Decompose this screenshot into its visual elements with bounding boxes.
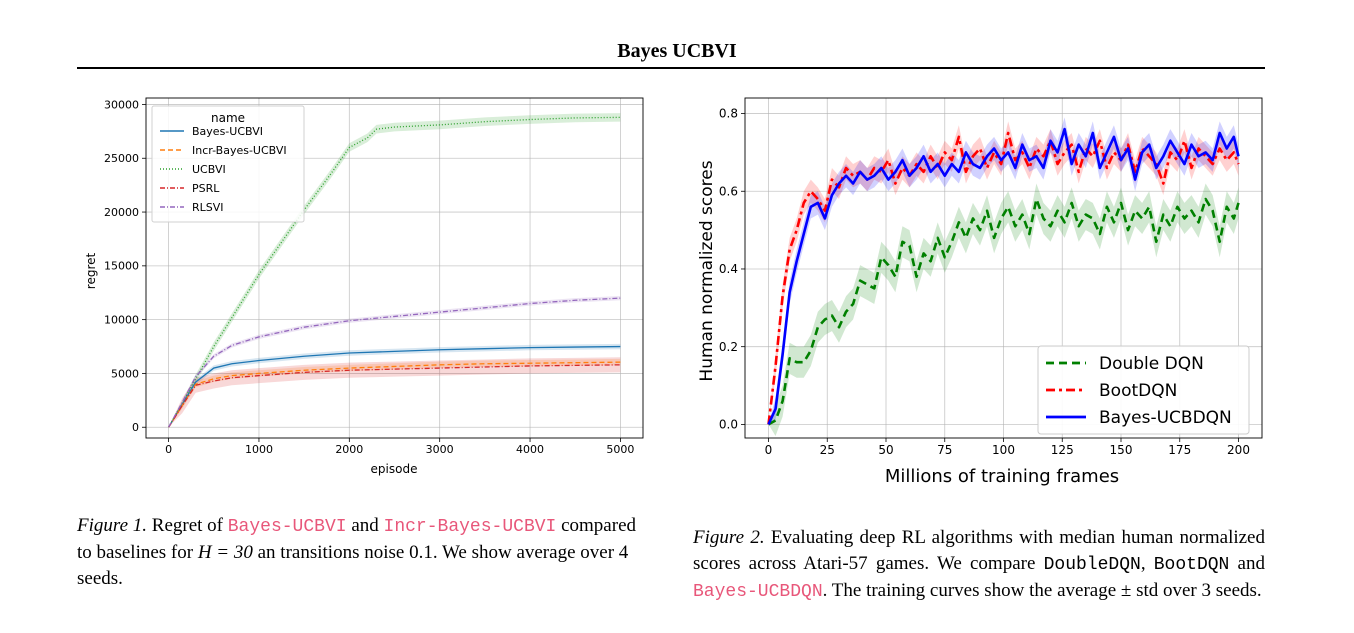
- fig1-caption-text: . We show average over: [432, 542, 619, 563]
- fig2-caption-code: BootDQN: [1153, 555, 1230, 575]
- y-tick-label: 0: [132, 421, 139, 434]
- fig1-caption-text: seeds.: [77, 568, 123, 589]
- figure-1-caption: Figure 1. Regret of Bayes-UCBVI and Incr…: [77, 513, 655, 592]
- fig1-ylabel: regret: [84, 252, 98, 289]
- figure-2-caption: Figure 2. Evaluating deep RL algorithms …: [693, 525, 1265, 605]
- fig2-legend-label: Double DQN: [1099, 354, 1204, 374]
- x-tick-label: 1000: [245, 443, 273, 456]
- x-tick-label: 100: [992, 443, 1015, 457]
- fig1-caption-code: Incr-Bayes-UCBVI: [383, 517, 557, 537]
- fig1-legend-box: [151, 105, 305, 223]
- x-tick-label: 0: [765, 443, 773, 457]
- fig2-caption-code: Bayes-UCBDQN: [693, 582, 823, 602]
- header-rule: [77, 67, 1265, 69]
- y-tick-label: 25000: [104, 152, 139, 165]
- fig1-legend-label: Incr-Bayes-UCBVI: [192, 144, 287, 157]
- fig2-legend-label: Bayes-UCBDQN: [1099, 408, 1232, 428]
- fig2-ylabel: Human normalized scores: [697, 160, 717, 381]
- fig1-legend-label: UCBVI: [192, 163, 226, 176]
- y-tick-label: 15000: [104, 260, 139, 273]
- y-tick-label: 5000: [111, 367, 139, 380]
- fig1-legend-title: name: [211, 111, 245, 125]
- series-line: [767, 131, 1240, 425]
- x-tick-label: 200: [1227, 443, 1250, 457]
- y-tick-label: 10000: [104, 313, 139, 326]
- x-tick-label: 125: [1051, 443, 1074, 457]
- plot-frame: [145, 97, 644, 439]
- fig1-xlabel: episode: [371, 462, 418, 476]
- fig1-caption-math: H = 30: [197, 542, 253, 563]
- series-line: [767, 197, 1240, 426]
- series-line: [168, 364, 621, 428]
- fig1-caption-code: Bayes-UCBVI: [227, 517, 347, 537]
- series-line: [168, 361, 621, 428]
- fig2-plot: 0 25 50 75 100 125 150 175 200 0.0 0.2 0.4 0.6 0.8: [719, 97, 1263, 457]
- fig1-caption-text: Regret of: [147, 515, 228, 536]
- series-band: [768, 183, 1239, 437]
- series-band: [168, 113, 621, 428]
- x-tick-label: 150: [1110, 443, 1133, 457]
- fig1-legend-label: Bayes-UCBVI: [192, 125, 263, 138]
- fig2-caption-text: ,: [1140, 553, 1154, 574]
- fig1-caption-text: and: [346, 515, 384, 536]
- fig2-legend-box: [1037, 345, 1250, 435]
- x-tick-label: 25: [820, 443, 835, 457]
- fig2-caption-text: and: [1229, 553, 1265, 574]
- series-band: [168, 357, 621, 428]
- series-line: [168, 345, 621, 428]
- y-tick-label: 0.8: [719, 107, 738, 121]
- y-tick-label: 30000: [104, 98, 139, 111]
- series-line: [767, 127, 1240, 425]
- fig2-caption-lead: Figure 2.: [693, 527, 765, 548]
- x-tick-label: 0: [165, 443, 172, 456]
- series-line: [168, 297, 621, 428]
- x-tick-label: 3000: [426, 443, 454, 456]
- fig2-legend: Double DQN BootDQN Bayes-UCBDQN: [1037, 345, 1250, 435]
- fig1-legend: Bayes-UCBVI Incr-Bayes-UCBVI UCBVI PSRL RLSV…: [151, 105, 305, 223]
- fig1-legend-label: PSRL: [192, 182, 220, 195]
- fig1-caption-math: 4: [618, 542, 629, 563]
- y-tick-label: 20000: [104, 206, 139, 219]
- x-tick-label: 5000: [606, 443, 634, 456]
- x-tick-label: 50: [878, 443, 893, 457]
- x-tick-label: 4000: [516, 443, 544, 456]
- fig1-caption-text: compared to baselines for: [77, 515, 636, 563]
- fig1-caption-math: 0.1: [409, 542, 433, 563]
- x-tick-label: 75: [937, 443, 952, 457]
- page-header-title: Bayes UCBVI: [617, 40, 737, 62]
- fig1-caption-text: an transitions noise: [252, 542, 410, 563]
- x-tick-label: 2000: [335, 443, 363, 456]
- fig2-caption-text: Evaluating deep RL algorithms with media…: [693, 527, 1265, 574]
- series-line: [168, 116, 621, 428]
- fig2-caption-text: . The training curves show the average ±…: [822, 580, 1262, 601]
- y-tick-label: 0.6: [719, 184, 738, 198]
- fig2-xlabel: Millions of training frames: [885, 466, 1119, 487]
- fig1-caption-lead: Figure 1.: [77, 515, 148, 536]
- fig1-legend-label: RLSVI: [192, 201, 224, 214]
- y-tick-label: 0.0: [719, 418, 738, 432]
- fig2-caption-code: DoubleDQN: [1043, 555, 1141, 575]
- y-tick-label: 0.4: [719, 262, 738, 276]
- x-tick-label: 175: [1168, 443, 1191, 457]
- y-tick-label: 0.2: [719, 340, 738, 354]
- plot-frame: [744, 97, 1263, 439]
- fig2-legend-label: BootDQN: [1099, 381, 1177, 401]
